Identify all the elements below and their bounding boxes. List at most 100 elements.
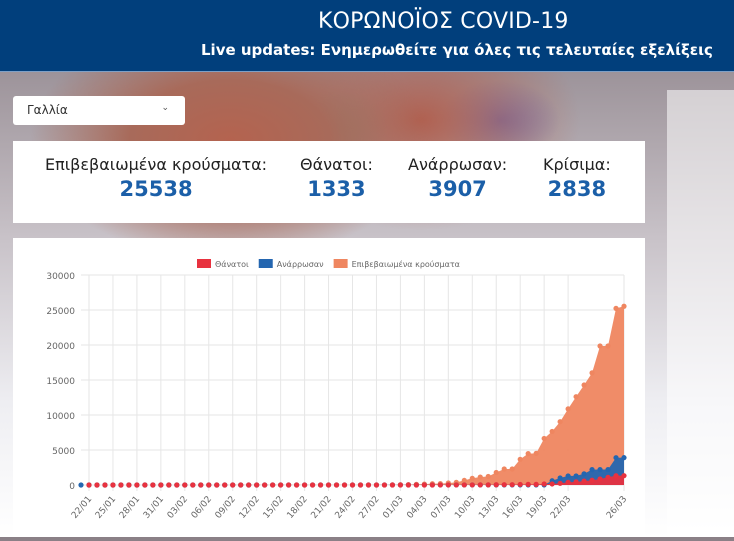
data-point [461, 482, 467, 488]
x-tick-label: 24/02 [333, 495, 357, 521]
x-tick-label: 31/01 [142, 495, 166, 521]
data-point [214, 482, 220, 488]
y-tick-label: 20000 [46, 342, 75, 352]
data-point [158, 482, 164, 488]
data-point [613, 305, 619, 311]
data-point [621, 455, 627, 461]
data-point [509, 482, 515, 488]
data-point [613, 473, 619, 479]
y-tick-label: 15000 [46, 377, 75, 387]
x-tick-label: 07/03 [429, 495, 453, 521]
x-tick-label: 22/03 [549, 495, 573, 521]
x-tick-label: 26/03 [605, 495, 629, 521]
data-point [126, 482, 132, 488]
data-point [333, 482, 340, 488]
data-point [461, 477, 467, 484]
data-point [501, 482, 507, 488]
x-tick-label: 21/02 [310, 495, 334, 521]
data-point [605, 343, 611, 349]
data-point [621, 473, 627, 479]
data-point [110, 482, 116, 488]
x-tick-label: 19/03 [525, 495, 549, 521]
data-point [469, 475, 475, 481]
x-tick-label: 13/03 [477, 495, 501, 521]
x-tick-label: 10/03 [453, 495, 477, 521]
data-point [605, 466, 611, 473]
country-select-value: Γαλλία [27, 103, 68, 117]
stat-value: 1333 [307, 177, 366, 201]
stats-panel: Επιβεβαιωμένα κρούσματα: 25538 Θάνατοι: … [13, 141, 645, 223]
data-point [453, 482, 459, 488]
data-point [485, 473, 491, 480]
stat-label: Κρίσιμα: [543, 155, 611, 174]
data-point [541, 481, 547, 487]
data-point [317, 482, 324, 488]
page-subtitle: Live updates: Ενημερωθείτε για όλες τις … [201, 41, 713, 59]
data-point [102, 482, 108, 488]
stat-recovered: Ανάρρωσαν: 3907 [408, 155, 507, 201]
y-tick-label: 0 [69, 482, 75, 492]
data-point [325, 482, 332, 488]
stat-deaths: Θάνατοι: 1333 [300, 155, 373, 201]
data-point [278, 482, 284, 488]
data-point [573, 479, 579, 485]
data-point [533, 450, 539, 457]
cases-chart: 0 5000 10000 15000 20000 25000 30000 22/01 25/01… [46, 259, 629, 521]
data-point [349, 482, 356, 488]
x-tick-label: 25/01 [94, 495, 118, 521]
data-point [429, 482, 435, 488]
data-point [573, 394, 579, 400]
data-point [373, 482, 380, 488]
legend-swatch [197, 259, 211, 268]
data-point [86, 482, 92, 488]
y-tick-label: 10000 [46, 412, 75, 422]
data-point [477, 482, 483, 488]
stat-label: Ανάρρωσαν: [408, 155, 508, 174]
data-point [254, 482, 260, 488]
stat-confirmed: Επιβεβαιωμένα κρούσματα: 25538 [45, 155, 267, 201]
data-point [381, 482, 388, 488]
stat-label: Θάνατοι: [300, 155, 373, 174]
data-point [581, 382, 587, 388]
data-point [469, 482, 475, 488]
chart-panel: 0 5000 10000 15000 20000 25000 30000 22/01 25/01… [13, 238, 645, 537]
data-point [230, 482, 236, 488]
data-point [238, 482, 244, 488]
side-panel [667, 90, 734, 537]
page-title: ΚΟΡΩΝΟΪΟΣ COVID-19 [318, 9, 569, 34]
data-point [150, 482, 156, 488]
data-point [94, 482, 100, 488]
data-point [549, 428, 555, 435]
data-point [485, 482, 491, 488]
data-point [557, 475, 563, 481]
data-point [174, 482, 180, 488]
data-point [589, 477, 595, 483]
data-point [565, 406, 571, 412]
stat-label: Επιβεβαιωμένα κρούσματα: [45, 155, 268, 174]
data-point [134, 482, 140, 488]
country-select[interactable]: Γαλλία ⌄ [13, 96, 185, 125]
data-point [198, 482, 204, 488]
data-point [246, 482, 252, 488]
data-point [405, 482, 412, 488]
data-point [206, 482, 212, 488]
data-point [182, 482, 188, 488]
data-point [597, 466, 603, 473]
data-point [294, 482, 300, 488]
data-point [445, 482, 451, 488]
data-point [493, 469, 499, 476]
data-point [301, 482, 308, 488]
data-point [357, 482, 364, 488]
data-point [581, 471, 587, 477]
data-point [190, 482, 196, 488]
x-tick-label: 16/03 [501, 495, 525, 521]
x-tick-label: 22/01 [70, 495, 94, 521]
series-area [89, 475, 624, 485]
data-point [493, 482, 499, 488]
data-point [286, 482, 292, 488]
data-point [477, 474, 483, 480]
data-point [142, 482, 148, 488]
data-point [437, 482, 443, 488]
data-point [421, 482, 427, 488]
data-point [222, 482, 228, 488]
